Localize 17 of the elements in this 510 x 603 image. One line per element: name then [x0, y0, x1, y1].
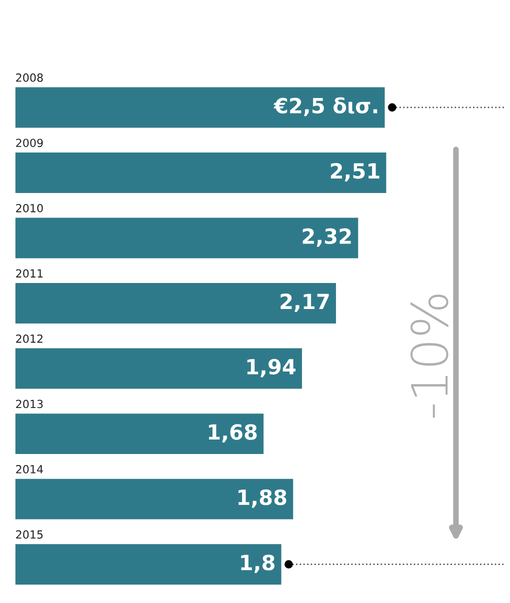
y-tick-label: 2014	[16, 465, 43, 474]
y-tick-label: 2010	[16, 204, 43, 212]
data-label: 2,32	[302, 228, 351, 247]
y-tick-label: 2013	[16, 400, 43, 408]
y-tick-label: 2012	[16, 334, 42, 343]
y-tick-label: 2015	[16, 530, 43, 539]
text: -10%	[410, 294, 448, 418]
data-label: 1,88	[238, 489, 286, 508]
data-label: 1,94	[247, 358, 296, 378]
data-label: 2,51	[330, 163, 380, 182]
data-label: €2,5 δισ.	[274, 97, 378, 116]
data-label: 1,8	[241, 554, 274, 574]
data-label: 2,17	[280, 294, 329, 312]
y-tick-label: 2009	[16, 138, 43, 148]
y-tick-label: 2008	[16, 73, 43, 82]
data-label: 1,68	[208, 424, 257, 443]
y-tick-label: 2011	[16, 269, 43, 278]
